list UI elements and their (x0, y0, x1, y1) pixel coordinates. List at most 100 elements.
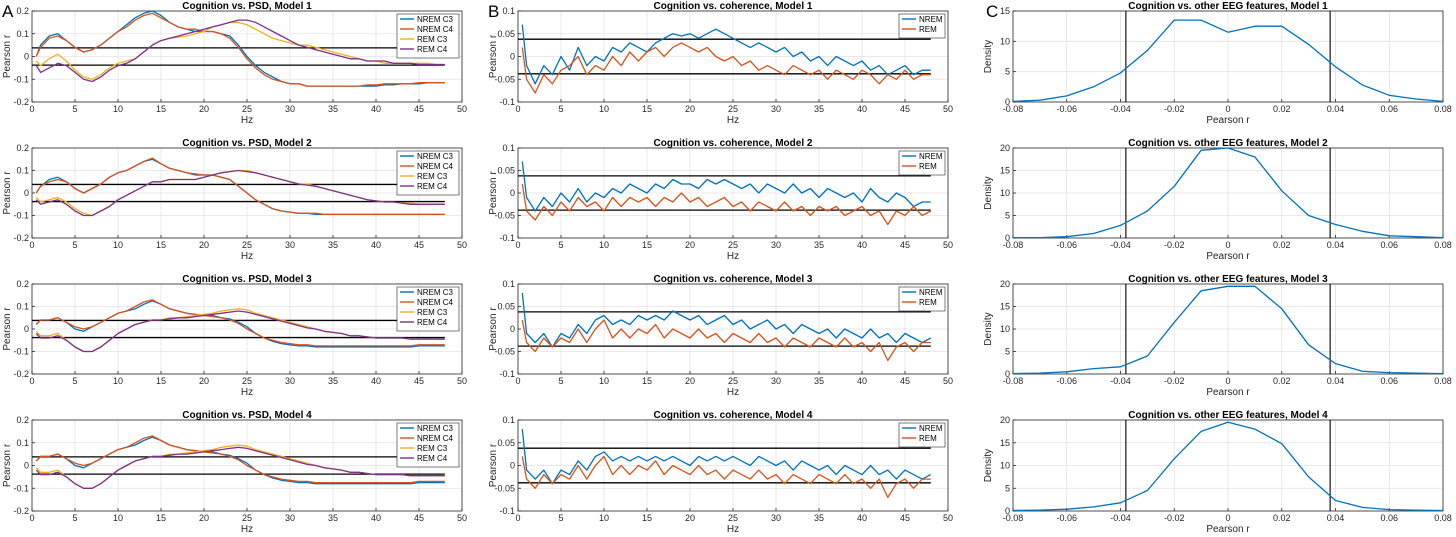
legend-box (898, 422, 946, 448)
x-tick-label: 35 (814, 513, 824, 523)
plot-frame (31, 147, 463, 239)
x-tick-label: 45 (900, 513, 910, 523)
chart-coh_model2: 0 5 10 15 20 25 30 35 40 45 50 -0.1 -0.05 0 0.05 0.1 Cog… (488, 138, 953, 262)
x-tick-label: 5 (558, 104, 563, 114)
y-axis-label: Pearson r (488, 307, 499, 351)
x-tick-label: 30 (771, 240, 781, 250)
chart-psd_model4: 0 5 10 15 20 25 30 35 40 45 50 -0.2 -0.1 0 0.1 0.2 Cogni… (2, 410, 467, 535)
x-tick-label: 0.02 (1273, 104, 1291, 114)
y-tick-label: 5 (1005, 483, 1010, 493)
x-tick-label: 15 (156, 513, 166, 523)
x-tick-label: 20 (199, 376, 209, 386)
x-axis-label: Hz (727, 387, 739, 398)
y-tick-label: -0.1 (499, 233, 515, 243)
x-tick-label: 5 (72, 513, 77, 523)
legend-label: REM C3 (417, 35, 448, 44)
y-axis-label: Pearson r (2, 307, 13, 351)
x-tick-label: 15 (642, 104, 652, 114)
chart-other_model1: -0.08 -0.06 -0.04 -0.02 0 0.02 0.04 0.06 0.08 0 5 1… (983, 1, 1452, 126)
y-axis-label: Density (983, 449, 994, 482)
chart-psd_model3: 0 5 10 15 20 25 30 35 40 45 50 -0.2 -0.1 0 0.1 0.2 Cogni… (2, 274, 467, 398)
plot-frame (31, 283, 463, 375)
x-axis-label: Pearson r (1206, 251, 1250, 262)
plot-frame (1012, 10, 1444, 103)
x-tick-label: 15 (642, 376, 652, 386)
y-tick-label: 0.1 (16, 302, 29, 312)
legend-label: NREM C3 (417, 424, 454, 433)
plot-frame (517, 10, 949, 103)
y-axis-label: Pearson r (488, 171, 499, 215)
legend-box (396, 13, 460, 59)
x-tick-label: 0.04 (1327, 240, 1345, 250)
x-tick-label: 15 (156, 376, 166, 386)
y-tick-label: 0 (1005, 506, 1010, 516)
chart-title: Cognition vs. PSD, Model 3 (182, 274, 312, 285)
y-tick-label: 0.1 (502, 6, 515, 16)
chart-title: Cognition vs. coherence, Model 2 (654, 138, 813, 149)
series-line-rem-c4 (35, 310, 445, 353)
series-line-rem (521, 319, 931, 362)
series-line-nrem-c3 (35, 158, 445, 216)
x-tick-label: 10 (113, 240, 123, 250)
y-tick-label: -0.05 (494, 347, 515, 357)
chart-title: Cognition vs. other EEG features, Model … (1128, 1, 1328, 12)
x-tick-label: 0.06 (1380, 513, 1398, 523)
x-tick-label: -0.08 (1003, 513, 1024, 523)
x-tick-label: 40 (857, 104, 867, 114)
x-tick-label: 20 (685, 513, 695, 523)
x-tick-label: 5 (72, 240, 77, 250)
plot-frame (517, 147, 949, 239)
series-line-nrem (521, 292, 932, 348)
x-axis-label: Hz (727, 524, 739, 535)
y-tick-label: 5 (1005, 211, 1010, 221)
legend-label: NREM (919, 152, 943, 161)
legend-label: REM (919, 25, 937, 34)
y-tick-label: 0 (24, 188, 29, 198)
chart-other_model4: -0.08 -0.06 -0.04 -0.02 0 0.02 0.04 0.06 0.08 0 5 1… (983, 410, 1452, 535)
x-tick-label: 25 (242, 104, 252, 114)
legend-label: NREM (919, 288, 943, 297)
series-line-density (1012, 19, 1444, 103)
x-tick-label: -0.04 (1110, 376, 1131, 386)
y-tick-label: 15 (1000, 302, 1010, 312)
y-tick-label: 20 (1000, 415, 1010, 425)
x-tick-label: 30 (285, 513, 295, 523)
y-tick-label: -0.2 (13, 369, 29, 379)
x-tick-label: 5 (72, 104, 77, 114)
x-tick-label: -0.04 (1110, 104, 1131, 114)
x-tick-label: 45 (900, 240, 910, 250)
x-tick-label: 20 (199, 240, 209, 250)
y-tick-label: 0.1 (502, 143, 515, 153)
x-tick-label: 50 (457, 240, 467, 250)
series-line-rem (521, 183, 932, 226)
series-line-rem (521, 42, 931, 94)
legend-label: NREM (919, 424, 943, 433)
x-tick-label: 40 (371, 240, 381, 250)
series-line-rem-c4 (35, 446, 445, 489)
x-tick-label: 0.02 (1273, 240, 1291, 250)
legend-label: NREM C4 (417, 298, 454, 307)
series-line-rem-c4 (35, 169, 445, 217)
y-tick-label: 0.2 (16, 6, 29, 16)
x-tick-label: 35 (328, 104, 338, 114)
y-tick-label: 0 (24, 461, 29, 471)
plot-frame (31, 419, 463, 512)
y-tick-label: 0.2 (16, 143, 29, 153)
legend-label: NREM C4 (417, 25, 454, 34)
series-line-density (1012, 421, 1444, 512)
y-axis-label: Pearson r (2, 443, 13, 487)
x-tick-label: 35 (814, 104, 824, 114)
y-axis-label: Density (983, 40, 994, 73)
x-tick-label: 0.04 (1327, 513, 1345, 523)
x-tick-label: 25 (728, 513, 738, 523)
x-tick-label: 0.06 (1380, 104, 1398, 114)
x-tick-label: 0.08 (1434, 513, 1452, 523)
y-tick-label: -0.1 (499, 97, 515, 107)
x-tick-label: -0.06 (1056, 240, 1077, 250)
y-tick-label: 15 (1000, 6, 1010, 16)
x-axis-label: Hz (727, 115, 739, 126)
y-tick-label: 5 (1005, 67, 1010, 77)
